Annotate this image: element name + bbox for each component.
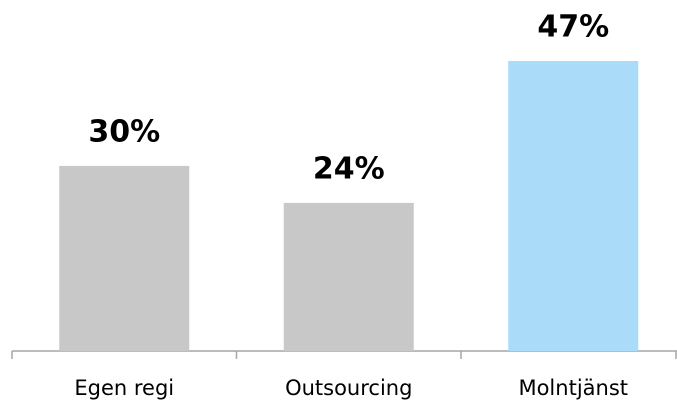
bar (283, 202, 414, 351)
value-label: 47% (537, 10, 609, 45)
x-tick-label: Outsourcing (285, 376, 412, 400)
bar (508, 61, 639, 351)
x-tick-label: Egen regi (74, 376, 174, 400)
bar (59, 165, 190, 351)
value-label: 30% (88, 114, 160, 149)
value-label: 24% (313, 151, 385, 186)
x-tick-label: Molntjänst (518, 376, 628, 400)
